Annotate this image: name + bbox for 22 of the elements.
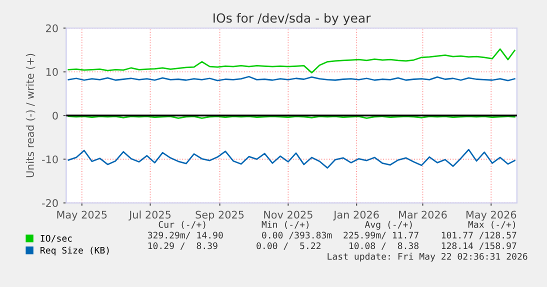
x-tick-label: Jan 2026 [333,210,379,221]
y-tick-label: 0 [52,112,58,120]
text: Cur (-/+) Min (-/+) Avg (-/+) Max (-/+) [158,220,516,230]
x-tick-label: Sep 2025 [196,210,244,221]
y-tick-label: 10 [46,68,58,76]
line-series [68,148,516,169]
legend-label: Req Size (KB) [40,246,109,256]
legend-label: IO/sec [40,234,72,242]
x-tick-label: Jul 2025 [128,210,171,221]
y-tick-label: -20 [42,199,58,208]
chart-title: IOs for /dev/sda - by year [214,13,371,26]
text: Last update: Fri May 22 02:36:31 2026 [328,252,528,262]
x-tick-label: May 2026 [466,210,516,221]
line-series [68,48,516,74]
x-tick-label: Mar 2026 [399,210,447,219]
text: 10.29 / 8.39 0.00 / 5.22 10.08 / 8.38 128.14 /158.97 [148,242,516,250]
x-tick-label: Nov 2025 [264,210,312,219]
y-tick-label: 20 [46,24,58,32]
x-tick-label: May 2025 [57,210,107,221]
y-axis-title: Units read (-) / write (+) [26,54,36,178]
y-tick-label: -10 [42,155,58,164]
text: 329.29m/ 14.90 0.00 /393.83m 225.99m/ 11.77 101.77 /128.57 [148,232,516,240]
